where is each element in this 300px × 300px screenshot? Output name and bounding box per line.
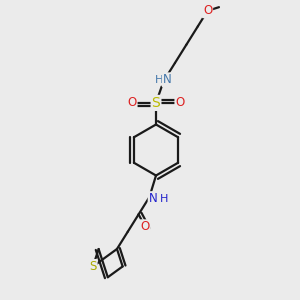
Text: H: H [155,75,163,85]
Text: S: S [89,260,97,273]
Text: O: O [176,96,184,110]
Text: N: N [148,192,158,205]
Text: S: S [152,96,160,110]
Text: H: H [160,194,169,204]
Text: O: O [203,4,212,17]
Text: N: N [163,73,172,86]
Text: O: O [141,220,150,233]
Text: O: O [128,96,136,110]
